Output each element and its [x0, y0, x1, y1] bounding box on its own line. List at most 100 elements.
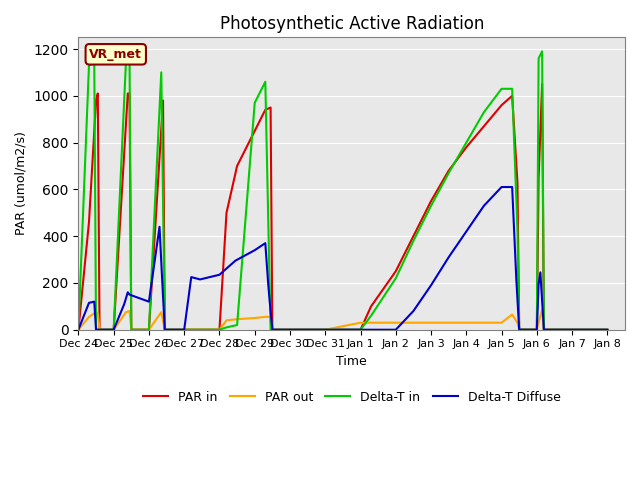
Delta-T Diffuse — [533, 327, 541, 333]
Delta-T Diffuse — [498, 184, 506, 190]
PAR in — [515, 327, 523, 333]
PAR in — [127, 327, 135, 333]
Delta-T in — [110, 327, 118, 333]
Delta-T Diffuse — [266, 297, 273, 302]
Title: Photosynthetic Active Radiation: Photosynthetic Active Radiation — [220, 15, 484, 33]
Delta-T in — [480, 109, 488, 115]
Delta-T Diffuse — [463, 228, 470, 234]
Delta-T in — [92, 327, 100, 333]
PAR out — [604, 327, 611, 333]
Delta-T in — [85, 62, 93, 68]
PAR in — [508, 93, 516, 99]
PAR out — [538, 307, 546, 312]
PAR out — [356, 320, 364, 325]
PAR in — [604, 327, 611, 333]
Delta-T Diffuse — [188, 274, 195, 280]
PAR in — [262, 107, 269, 113]
PAR out — [321, 327, 329, 333]
PAR in — [96, 327, 104, 333]
Delta-T Diffuse — [264, 280, 272, 286]
PAR out — [96, 327, 104, 333]
PAR out — [269, 327, 276, 333]
Delta-T in — [286, 327, 294, 333]
Delta-T Diffuse — [156, 224, 163, 229]
PAR in — [159, 97, 167, 103]
X-axis label: Time: Time — [337, 355, 367, 368]
Legend: PAR in, PAR out, Delta-T in, Delta-T Diffuse: PAR in, PAR out, Delta-T in, Delta-T Dif… — [138, 385, 566, 408]
PAR in — [514, 180, 522, 185]
PAR in — [392, 268, 399, 274]
PAR out — [535, 320, 543, 325]
Delta-T Diffuse — [536, 270, 544, 276]
Delta-T Diffuse — [392, 327, 399, 333]
PAR in — [251, 128, 259, 134]
PAR out — [233, 316, 241, 322]
PAR out — [267, 314, 275, 320]
Delta-T in — [180, 327, 188, 333]
Delta-T Diffuse — [196, 276, 204, 282]
Delta-T in — [463, 140, 470, 145]
PAR out — [445, 320, 452, 325]
Delta-T Diffuse — [269, 327, 276, 333]
PAR out — [515, 327, 523, 333]
Delta-T Diffuse — [110, 327, 118, 333]
PAR in — [145, 327, 153, 333]
PAR out — [110, 327, 118, 333]
PAR in — [161, 327, 169, 333]
Delta-T in — [90, 60, 98, 66]
Delta-T Diffuse — [480, 203, 488, 209]
Delta-T Diffuse — [535, 281, 543, 287]
Delta-T Diffuse — [540, 327, 548, 333]
Delta-T Diffuse — [92, 327, 100, 333]
Delta-T Diffuse — [90, 299, 98, 304]
PAR out — [392, 320, 399, 325]
Delta-T Diffuse — [410, 308, 417, 314]
PAR out — [94, 311, 102, 316]
PAR out — [410, 320, 417, 325]
Delta-T in — [157, 70, 165, 75]
PAR out — [540, 327, 548, 333]
Delta-T Diffuse — [216, 272, 223, 277]
Delta-T Diffuse — [508, 184, 516, 190]
PAR in — [92, 97, 100, 103]
PAR in — [535, 175, 543, 180]
Delta-T in — [515, 327, 523, 333]
Delta-T in — [498, 86, 506, 92]
PAR in — [223, 210, 230, 216]
PAR in — [428, 198, 435, 204]
PAR in — [356, 327, 364, 333]
Delta-T in — [535, 56, 543, 61]
Delta-T in — [127, 327, 135, 333]
Delta-T in — [125, 56, 133, 61]
PAR in — [85, 219, 93, 225]
Delta-T Diffuse — [125, 292, 133, 298]
Delta-T Diffuse — [251, 247, 259, 253]
PAR in — [269, 327, 276, 333]
PAR out — [161, 327, 169, 333]
Line: PAR in: PAR in — [79, 84, 607, 330]
Delta-T in — [216, 327, 223, 333]
Line: PAR out: PAR out — [79, 310, 607, 330]
PAR out — [286, 327, 294, 333]
Delta-T Diffuse — [445, 254, 452, 260]
PAR in — [124, 91, 132, 96]
Delta-T Diffuse — [159, 280, 166, 286]
Delta-T in — [428, 203, 435, 209]
PAR in — [538, 81, 546, 87]
Delta-T in — [445, 170, 452, 176]
Delta-T Diffuse — [232, 258, 239, 264]
Delta-T Diffuse — [161, 327, 169, 333]
PAR out — [92, 309, 100, 315]
Delta-T in — [508, 86, 516, 92]
PAR in — [94, 91, 102, 96]
PAR in — [180, 327, 188, 333]
PAR out — [251, 315, 259, 321]
PAR in — [216, 327, 223, 333]
PAR in — [498, 102, 506, 108]
Delta-T Diffuse — [145, 299, 153, 304]
Delta-T Diffuse — [515, 327, 523, 333]
PAR out — [262, 314, 269, 320]
PAR out — [145, 327, 153, 333]
Delta-T Diffuse — [180, 327, 188, 333]
Delta-T in — [223, 324, 230, 330]
